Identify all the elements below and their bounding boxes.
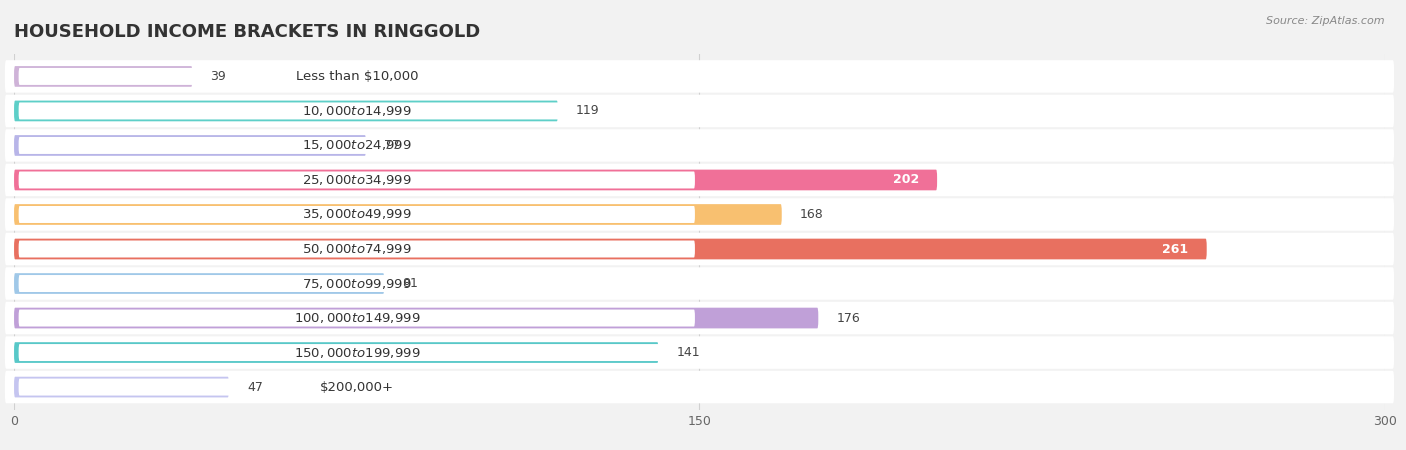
Text: Less than $10,000: Less than $10,000 [295,70,418,83]
FancyBboxPatch shape [18,310,695,327]
Text: $100,000 to $149,999: $100,000 to $149,999 [294,311,420,325]
FancyBboxPatch shape [14,377,229,397]
FancyBboxPatch shape [14,342,658,363]
FancyBboxPatch shape [18,378,695,396]
Text: $75,000 to $99,999: $75,000 to $99,999 [302,276,412,291]
Text: 141: 141 [676,346,700,359]
FancyBboxPatch shape [4,302,1395,334]
FancyBboxPatch shape [18,206,695,223]
Text: $150,000 to $199,999: $150,000 to $199,999 [294,346,420,360]
FancyBboxPatch shape [14,204,782,225]
FancyBboxPatch shape [4,164,1395,196]
Text: 168: 168 [800,208,824,221]
Text: 119: 119 [576,104,600,117]
Text: $50,000 to $74,999: $50,000 to $74,999 [302,242,412,256]
Text: Source: ZipAtlas.com: Source: ZipAtlas.com [1267,16,1385,26]
FancyBboxPatch shape [4,129,1395,162]
FancyBboxPatch shape [18,275,695,292]
FancyBboxPatch shape [18,137,695,154]
FancyBboxPatch shape [14,238,1206,259]
FancyBboxPatch shape [4,267,1395,300]
FancyBboxPatch shape [18,68,695,85]
FancyBboxPatch shape [14,135,366,156]
FancyBboxPatch shape [4,198,1395,231]
Text: 176: 176 [837,311,860,324]
FancyBboxPatch shape [14,308,818,328]
Text: 77: 77 [384,139,401,152]
FancyBboxPatch shape [18,344,695,361]
Text: 47: 47 [247,381,263,394]
Text: HOUSEHOLD INCOME BRACKETS IN RINGGOLD: HOUSEHOLD INCOME BRACKETS IN RINGGOLD [14,23,481,41]
Text: $35,000 to $49,999: $35,000 to $49,999 [302,207,412,221]
Text: 81: 81 [402,277,419,290]
Text: $15,000 to $24,999: $15,000 to $24,999 [302,139,412,153]
FancyBboxPatch shape [18,103,695,119]
FancyBboxPatch shape [4,95,1395,127]
FancyBboxPatch shape [4,336,1395,369]
FancyBboxPatch shape [14,101,558,122]
Text: $200,000+: $200,000+ [319,381,394,394]
FancyBboxPatch shape [18,240,695,257]
Text: 39: 39 [211,70,226,83]
FancyBboxPatch shape [14,170,938,190]
FancyBboxPatch shape [18,171,695,189]
Text: 202: 202 [893,174,920,186]
FancyBboxPatch shape [4,233,1395,265]
FancyBboxPatch shape [4,60,1395,93]
Text: 261: 261 [1163,243,1188,256]
Text: $10,000 to $14,999: $10,000 to $14,999 [302,104,412,118]
FancyBboxPatch shape [14,66,193,87]
FancyBboxPatch shape [14,273,384,294]
FancyBboxPatch shape [4,371,1395,403]
Text: $25,000 to $34,999: $25,000 to $34,999 [302,173,412,187]
